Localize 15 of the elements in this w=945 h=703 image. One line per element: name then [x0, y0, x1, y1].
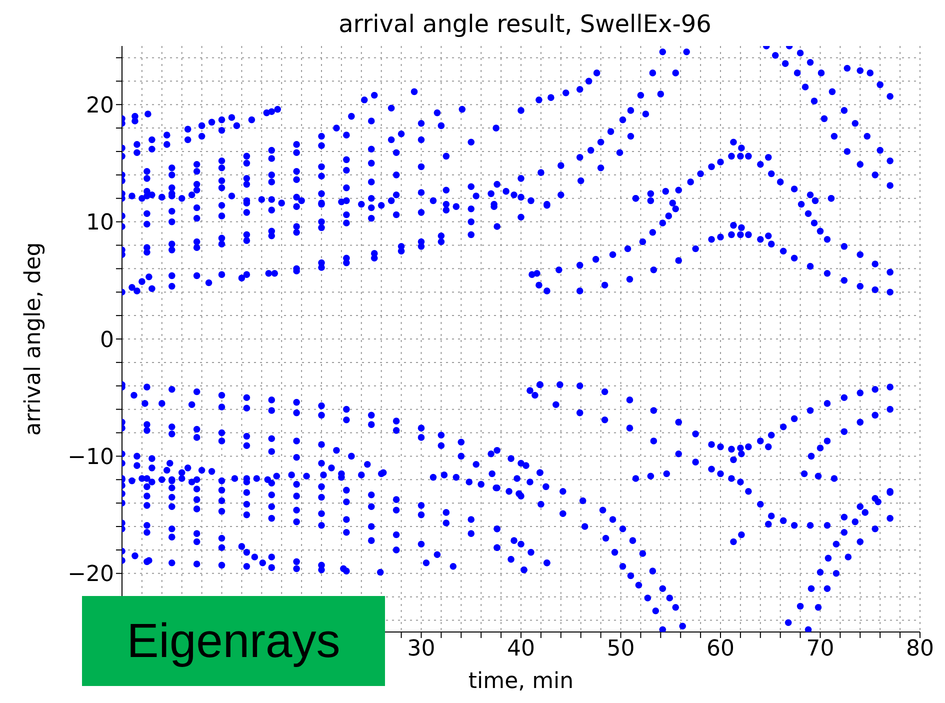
chart-title: arrival angle result, SwellEx-96	[338, 10, 712, 38]
x-tick-label: 60	[706, 636, 734, 662]
y-tick-label: −10	[68, 445, 114, 470]
x-tick-label: 40	[507, 636, 535, 662]
x-tick-label: 50	[606, 636, 635, 662]
x-tick-label: 70	[806, 636, 834, 662]
x-axis-title: time, min	[468, 669, 574, 694]
x-tick-label: 30	[407, 636, 436, 662]
y-tick-label: 20	[86, 93, 114, 118]
y-tick-label: 10	[86, 210, 114, 236]
annotation: Eigenrays	[82, 596, 385, 686]
y-tick-label: 0	[100, 328, 114, 353]
y-tick-label: −20	[68, 562, 114, 588]
y-axis-title: arrival angle, deg	[20, 242, 46, 436]
x-tick-label: 80	[906, 636, 934, 662]
